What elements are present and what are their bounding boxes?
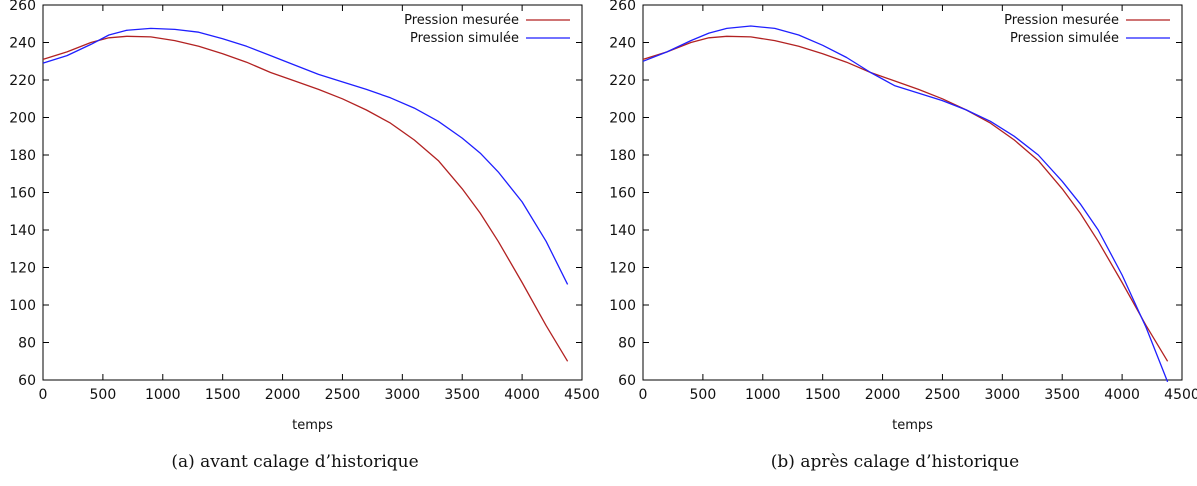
- chart-b-y-tick-label: 200: [609, 111, 636, 127]
- chart-b-x-tick-label: 4500: [1164, 387, 1197, 403]
- chart-b-x-tick-label: 500: [690, 387, 717, 403]
- chart-b-x-axis-label: temps: [892, 418, 933, 433]
- chart-a-y-tick-label: 220: [9, 73, 36, 89]
- chart-a-y-tick-label: 240: [9, 36, 36, 52]
- chart-a-x-tick-label: 2000: [265, 387, 301, 403]
- chart-a-x-tick-label: 0: [39, 387, 48, 403]
- chart-a-y-tick-label: 60: [18, 373, 36, 389]
- chart-b-y-tick-label: 60: [618, 373, 636, 389]
- chart-a-y-tick-label: 120: [9, 261, 36, 277]
- chart-panel-b: 0 500 1000 1500 2000 2500 3000 3500 4000 4500 60 80…: [600, 0, 1197, 486]
- chart-b-x-tick-label: 0: [639, 387, 648, 403]
- chart-a-series-simulated-line: [42, 27, 569, 285]
- chart-a-y-tick-label: 140: [9, 223, 36, 239]
- chart-a-x-tick-label: 3000: [385, 387, 421, 403]
- chart-a-plot: 0 500 1000 1500 2000 2500 3000 3500 4000 4500 60 80…: [9, 0, 600, 433]
- chart-a-x-axis-label: temps: [292, 418, 333, 433]
- chart-a-plot-frame: [42, 4, 583, 381]
- chart-b-y-tick-label: 80: [618, 336, 636, 352]
- chart-b-y-tick-label: 120: [609, 261, 636, 277]
- chart-a-x-tick-label: 4500: [564, 387, 600, 403]
- chart-b-y-tick-label: 240: [609, 36, 636, 52]
- chart-b-y-tick-label: 140: [609, 223, 636, 239]
- chart-a-x-tick-label: 500: [90, 387, 117, 403]
- chart-b-x-tick-label: 3500: [1044, 387, 1080, 403]
- chart-b-y-tick-label: 260: [609, 0, 636, 14]
- chart-b-plot: 0 500 1000 1500 2000 2500 3000 3500 4000 4500 60 80…: [609, 0, 1197, 433]
- chart-a-y-tick-label: 80: [18, 336, 36, 352]
- chart-a-y-tick-label: 160: [9, 186, 36, 202]
- chart-b-y-tick-label: 160: [609, 186, 636, 202]
- chart-b-y-tick-label: 220: [609, 73, 636, 89]
- chart-panel-a: 0 500 1000 1500 2000 2500 3000 3500 4000 4500 60 80…: [0, 0, 600, 486]
- chart-b-x-tick-label: 2500: [925, 387, 961, 403]
- chart-b-legend-label-measured: Pression mesurée: [1004, 13, 1119, 28]
- chart-a-y-tick-label: 180: [9, 148, 36, 164]
- chart-b-y-tick-label: 180: [609, 148, 636, 164]
- chart-a-y-tick-label: 200: [9, 111, 36, 127]
- chart-b-caption: (b) après calage d’historique: [770, 452, 1020, 472]
- chart-a-x-tick-label: 3500: [444, 387, 480, 403]
- chart-b-x-tick-label: 1500: [805, 387, 841, 403]
- chart-a-legend-label-simulated: Pression simulée: [410, 31, 519, 46]
- chart-b-y-tick-label: 100: [609, 298, 636, 314]
- chart-b-x-tick-label: 4000: [1104, 387, 1140, 403]
- chart-b-x-tick-label: 2000: [865, 387, 901, 403]
- chart-a-x-tick-label: 1000: [145, 387, 181, 403]
- chart-b-x-tick-label: 3000: [985, 387, 1021, 403]
- chart-a-x-tick-label: 1500: [205, 387, 241, 403]
- chart-b-x-tick-label: 1000: [745, 387, 781, 403]
- chart-a-legend-label-measured: Pression mesurée: [404, 13, 519, 28]
- chart-a-caption: (a) avant calage d’historique: [171, 452, 419, 472]
- chart-b-legend-label-simulated: Pression simulée: [1010, 31, 1119, 46]
- chart-a-x-tick-label: 2500: [325, 387, 361, 403]
- chart-b-series-measured-line: [642, 35, 1169, 362]
- chart-b-series-simulated-line: [642, 25, 1169, 383]
- chart-a-y-tick-label: 260: [9, 0, 36, 14]
- chart-a-series-measured-line: [42, 35, 569, 362]
- chart-b-plot-frame: [642, 4, 1183, 381]
- chart-a-y-tick-label: 100: [9, 298, 36, 314]
- chart-a-x-tick-label: 4000: [504, 387, 540, 403]
